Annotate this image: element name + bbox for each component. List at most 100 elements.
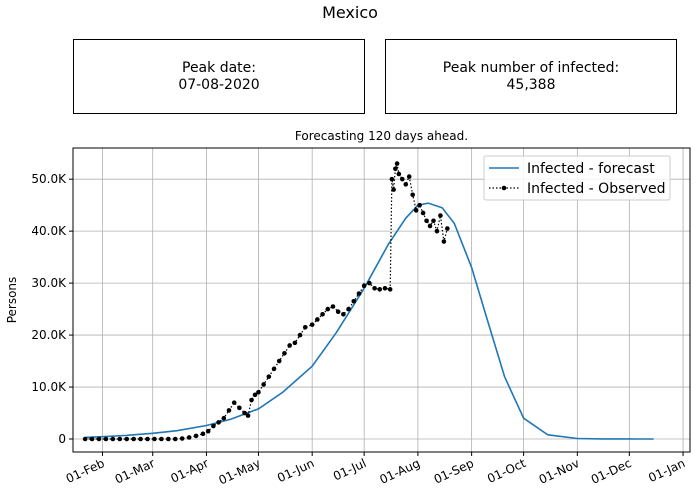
observed-point [89,436,95,442]
observed-point [309,322,315,327]
observed-point [266,374,272,379]
legend-forecast-label: Infected - forecast [527,161,655,177]
observed-point [403,182,409,187]
y-tick-label: 30.0K [31,276,67,290]
observed-point [249,397,254,403]
observed-point [261,382,266,387]
observed-point [320,311,325,317]
observed-point [367,280,372,286]
peak-date-box: Peak date: 07-08-2020 [73,39,365,114]
observed-point [117,436,123,442]
observed-point [172,436,178,442]
peak-infected-value: 45,388 [506,76,556,93]
observed-point [335,309,341,314]
y-tick-label: 40.0K [31,224,67,238]
observed-point [237,405,242,411]
observed-point [441,239,447,244]
x-tick-label: 01-Feb [64,456,107,486]
observed-line [85,163,448,440]
x-tick-label: 01-Nov [537,456,582,487]
observed-point [96,436,102,442]
observed-point [231,400,237,405]
observed-point [361,283,367,289]
observed-point [221,415,227,421]
chart-title: Forecasting 120 days ahead. [295,129,468,143]
observed-point [389,176,395,182]
observed-point [205,428,211,434]
y-axis-label: Persons [5,277,19,324]
observed-point [399,176,405,182]
observed-point [420,210,426,216]
observed-point [351,298,357,304]
legend-box [483,155,671,201]
observed-point [302,324,308,330]
observed-point [434,228,440,234]
figure-title: Mexico [322,3,378,22]
observed-point [445,226,450,231]
observed-point [166,436,171,442]
observed-point [103,436,109,442]
x-tick-label: 01-Aug [377,456,422,487]
observed-point [282,350,287,356]
observed-point [179,436,185,441]
observed-point [413,208,419,213]
y-tick-label: 50.0K [31,172,67,186]
observed-point [276,358,282,364]
observed-point [124,436,130,442]
observed-point [242,410,247,416]
observed-point [82,436,88,442]
x-tick-label: 01-Dec [589,456,634,487]
observed-point [406,174,412,179]
peak-date-value: 07-08-2020 [178,76,260,93]
observed-point [315,317,320,322]
x-tick-label: 01-May [217,456,263,487]
observed-point [410,192,415,198]
legend-observed-marker [501,185,507,191]
x-tick-label: 01-Oct [485,456,528,486]
observed-point [200,431,206,437]
peak-date-label: Peak date: [182,59,256,76]
peak-infected-box: Peak number of infected: 45,388 [385,39,677,114]
observed-point [193,433,199,439]
observed-point [292,340,298,346]
observed-point [110,436,116,442]
observed-point [356,291,362,296]
observed-point [346,306,351,312]
y-tick-label: 20.0K [31,328,67,342]
observed-point [138,436,143,442]
observed-point [216,420,221,425]
observed-point [417,202,422,208]
peak-infected-label: Peak number of infected: [442,59,620,76]
observed-point [226,408,232,413]
forecast-line [85,202,654,440]
observed-point [424,218,429,224]
observed-point [245,413,251,418]
observed-point [256,389,261,395]
observed-point [252,392,258,398]
y-tick-label: 0 [58,432,66,446]
observed-point [211,423,216,429]
observed-point [431,218,436,224]
x-tick-label: 01-Jan [646,456,687,485]
legend-observed-label: Infected - Observed [527,181,666,197]
observed-point [152,436,157,442]
x-tick-label: 01-Jun [275,456,316,485]
y-tick-label: 10.0K [31,380,67,394]
observed-point [382,286,388,291]
observed-point [131,436,136,442]
observed-point [396,171,402,177]
observed-point [330,304,336,309]
observed-point [391,187,396,192]
x-tick-label: 01-Jul [331,456,368,483]
observed-point [287,343,292,348]
observed-point [427,223,433,229]
observed-point [186,435,192,440]
observed-point [438,213,443,218]
x-tick-label: 01-Mar [113,456,157,487]
observed-point [387,287,393,292]
observed-point [394,161,400,166]
observed-point [159,436,164,442]
observed-point [377,287,383,292]
observed-point [341,311,346,317]
